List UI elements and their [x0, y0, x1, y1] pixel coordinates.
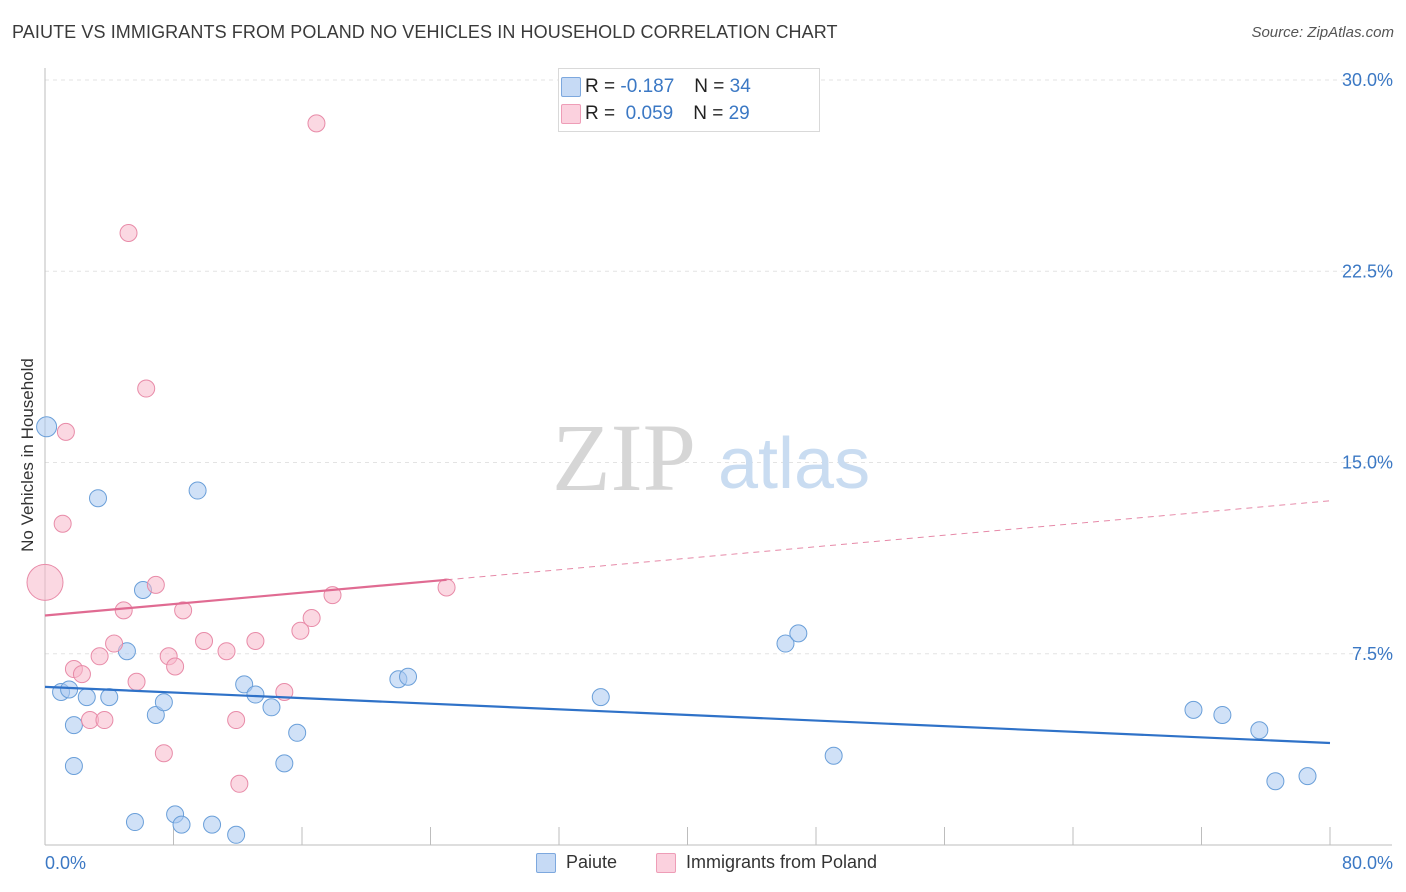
point-poland: [95, 711, 114, 730]
axes: [44, 68, 1392, 846]
trend-line-paiute: [44, 685, 1331, 745]
point-paiute: [275, 754, 294, 773]
point-poland: [217, 642, 236, 661]
point-poland: [53, 514, 72, 533]
point-paiute: [1184, 700, 1203, 719]
point-paiute: [89, 489, 108, 508]
point-poland: [72, 665, 91, 684]
point-paiute: [1266, 772, 1285, 791]
point-poland: [195, 632, 214, 650]
point-poland: [146, 575, 165, 594]
point-poland: [437, 578, 456, 597]
point-poland: [119, 224, 138, 242]
point-paiute: [824, 746, 843, 765]
trend-lines: [44, 500, 1331, 745]
point-paiute: [64, 756, 83, 775]
point-poland: [56, 422, 75, 441]
point-poland: [90, 647, 109, 666]
point-poland: [307, 114, 326, 133]
watermark: ZIP atlas: [552, 404, 870, 511]
point-paiute: [1298, 767, 1317, 786]
x-tick-label: 80.0%: [1342, 853, 1393, 873]
series-label-paiute: Paiute: [566, 852, 618, 872]
legend-swatch-paiute: [561, 77, 581, 97]
point-paiute: [125, 813, 144, 832]
point-paiute: [227, 825, 246, 844]
watermark-atlas: atlas: [718, 424, 870, 504]
point-poland: [227, 711, 246, 730]
legend-n-label: N =: [693, 103, 724, 124]
trend-line-poland-extrapolated: [446, 500, 1331, 581]
point-poland: [127, 672, 146, 691]
point-paiute: [399, 667, 418, 686]
series-legend-paiute[interactable]: Paiute: [536, 852, 617, 873]
point-poland: [105, 634, 124, 653]
point-poland: [230, 774, 249, 793]
series-swatch-poland: [656, 852, 676, 873]
point-paiute: [1250, 721, 1269, 740]
legend-r-label: R =: [585, 103, 616, 124]
series-legend-poland[interactable]: Immigrants from Poland: [656, 852, 877, 873]
tick-labels: 7.5% 15.0% 22.5% 30.0% 0.0% 80.0%: [45, 70, 1393, 873]
point-paiute: [36, 416, 58, 438]
point-paiute: [235, 675, 254, 694]
point-paiute: [246, 685, 265, 704]
point-paiute: [60, 680, 79, 699]
legend-n-label: N =: [694, 76, 725, 97]
trend-line-poland: [44, 578, 447, 617]
y-tick-label: 22.5%: [1342, 261, 1393, 281]
legend-swatch-poland: [561, 104, 581, 124]
chart-title: PAIUTE VS IMMIGRANTS FROM POLAND NO VEHI…: [12, 22, 838, 42]
data-points: [26, 114, 1317, 844]
series-legend: Paiute Immigrants from Poland: [0, 852, 1406, 876]
point-poland: [154, 744, 173, 763]
point-poland: [174, 601, 193, 620]
point-paiute: [789, 624, 808, 643]
legend-r-label: R =: [585, 76, 616, 97]
gridlines: [45, 79, 1392, 655]
point-poland: [302, 609, 321, 628]
point-paiute: [172, 815, 191, 834]
point-paiute: [146, 705, 165, 724]
x-tick-label: 0.0%: [45, 853, 86, 873]
stats-legend: R = -0.187 N = 34 R = 0.059 N = 29: [558, 68, 820, 132]
point-paiute: [100, 688, 119, 707]
point-paiute: [77, 688, 96, 707]
y-tick-label: 15.0%: [1342, 453, 1393, 473]
y-tick-label: 30.0%: [1342, 70, 1393, 90]
point-paiute: [188, 481, 207, 500]
legend-r-value: 0.059: [625, 103, 674, 124]
y-tick-label: 7.5%: [1352, 644, 1393, 664]
watermark-zip: ZIP: [552, 404, 696, 511]
point-poland: [246, 632, 265, 650]
point-paiute: [591, 688, 610, 707]
point-paiute: [262, 698, 281, 717]
legend-n-value: 34: [729, 76, 751, 97]
legend-r-value: -0.187: [620, 76, 675, 97]
point-paiute: [154, 693, 173, 712]
point-poland: [26, 563, 64, 601]
point-paiute: [64, 716, 83, 735]
point-poland: [114, 601, 133, 620]
legend-n-value: 29: [728, 103, 750, 124]
point-poland: [166, 657, 185, 676]
series-label-poland: Immigrants from Poland: [686, 852, 878, 872]
point-paiute: [1213, 705, 1232, 724]
legend-row-paiute: R = -0.187 N = 34: [561, 75, 751, 99]
source-label: Source: ZipAtlas.com: [1251, 24, 1394, 41]
series-swatch-paiute: [536, 852, 556, 873]
point-paiute: [288, 723, 307, 742]
point-poland: [137, 379, 156, 398]
point-poland: [291, 621, 310, 640]
point-paiute: [776, 634, 795, 653]
point-paiute: [203, 815, 222, 834]
legend-row-poland: R = 0.059 N = 29: [561, 102, 750, 126]
